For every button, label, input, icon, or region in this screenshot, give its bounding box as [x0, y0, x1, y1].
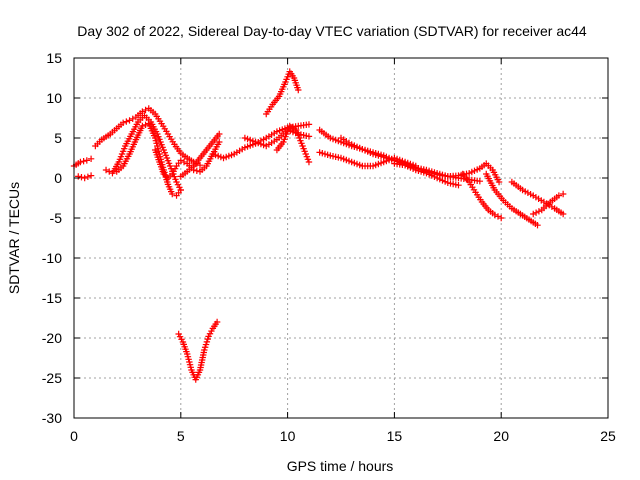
y-tick-label: 5	[54, 130, 62, 146]
series-arc3	[92, 105, 204, 169]
data-point	[216, 138, 223, 146]
chart-title: Day 302 of 2022, Sidereal Day-to-day VTE…	[77, 23, 587, 39]
data-point	[177, 157, 184, 164]
x-tick-label: 0	[70, 428, 78, 444]
data-point	[534, 222, 541, 229]
y-axis-label: SDTVAR / TECUs	[6, 182, 22, 294]
data-point	[532, 209, 540, 216]
series-arc6	[151, 138, 223, 182]
data-point	[83, 157, 91, 164]
data-point	[84, 173, 92, 180]
data-point	[180, 158, 188, 166]
y-tick-label: -10	[42, 250, 62, 266]
data-point	[169, 190, 176, 198]
data-point	[102, 166, 110, 174]
series-arc7	[177, 130, 223, 180]
data-point	[196, 162, 204, 169]
x-tick-label: 20	[493, 428, 509, 444]
y-tick-label: 15	[46, 50, 62, 66]
data-point	[139, 108, 146, 115]
data-point	[75, 173, 82, 180]
data-point	[77, 158, 84, 166]
data-point	[87, 155, 95, 162]
data-point	[295, 86, 302, 94]
data-point	[530, 210, 537, 218]
series-arc2	[75, 172, 95, 182]
data-point	[213, 318, 221, 326]
y-tick-label: -20	[42, 330, 62, 346]
series-arc10	[263, 68, 302, 118]
data-point	[498, 214, 505, 222]
data-point	[216, 130, 223, 138]
y-tick-label: -5	[50, 210, 63, 226]
data-point	[80, 158, 87, 165]
data-point	[305, 158, 313, 166]
x-tick-label: 15	[387, 428, 403, 444]
data-point	[81, 174, 88, 182]
data-point	[142, 121, 149, 128]
data-point	[559, 190, 567, 198]
series-arc20	[530, 190, 567, 218]
data-point	[142, 106, 149, 114]
series-arc11	[273, 122, 313, 166]
data-point	[119, 119, 127, 126]
series-arc5	[113, 120, 184, 199]
data-point	[535, 208, 543, 215]
data-point	[78, 174, 85, 181]
data-point	[476, 178, 484, 185]
data-point	[495, 178, 503, 186]
y-tick-label: -15	[42, 290, 62, 306]
plot-frame	[73, 57, 609, 419]
y-tick-label: 0	[54, 170, 62, 186]
data-point	[139, 122, 146, 130]
data-point	[193, 167, 201, 174]
data-point	[305, 121, 313, 128]
series-arc12	[175, 318, 221, 383]
series-arc18	[483, 170, 541, 229]
data-point	[126, 117, 133, 124]
y-tick-label: -25	[42, 370, 62, 386]
data-point	[555, 192, 563, 199]
data-point	[177, 186, 184, 194]
gridlines	[74, 58, 608, 418]
x-axis-label: GPS time / hours	[287, 458, 394, 474]
data-point	[129, 115, 136, 122]
data-point	[106, 168, 113, 175]
data-point	[87, 172, 95, 179]
x-tick-label: 5	[177, 428, 185, 444]
axis-ticks: 0 5 10 15 20 25 15 10 5 0 -5 -10 -15 -20 -25 -30	[42, 50, 616, 444]
y-tick-label: -30	[42, 410, 62, 426]
x-tick-label: 10	[280, 428, 296, 444]
series-arc17	[459, 170, 505, 222]
data-point	[559, 210, 567, 218]
series-arc19	[508, 178, 567, 218]
data-point	[455, 182, 462, 189]
data-point	[491, 211, 498, 218]
y-tick-label: 10	[46, 90, 62, 106]
series-arc4	[102, 112, 184, 194]
data-point	[123, 118, 130, 125]
data-point	[494, 213, 502, 220]
data-point	[305, 133, 313, 140]
data-series	[70, 68, 567, 383]
x-tick-label: 25	[600, 428, 616, 444]
